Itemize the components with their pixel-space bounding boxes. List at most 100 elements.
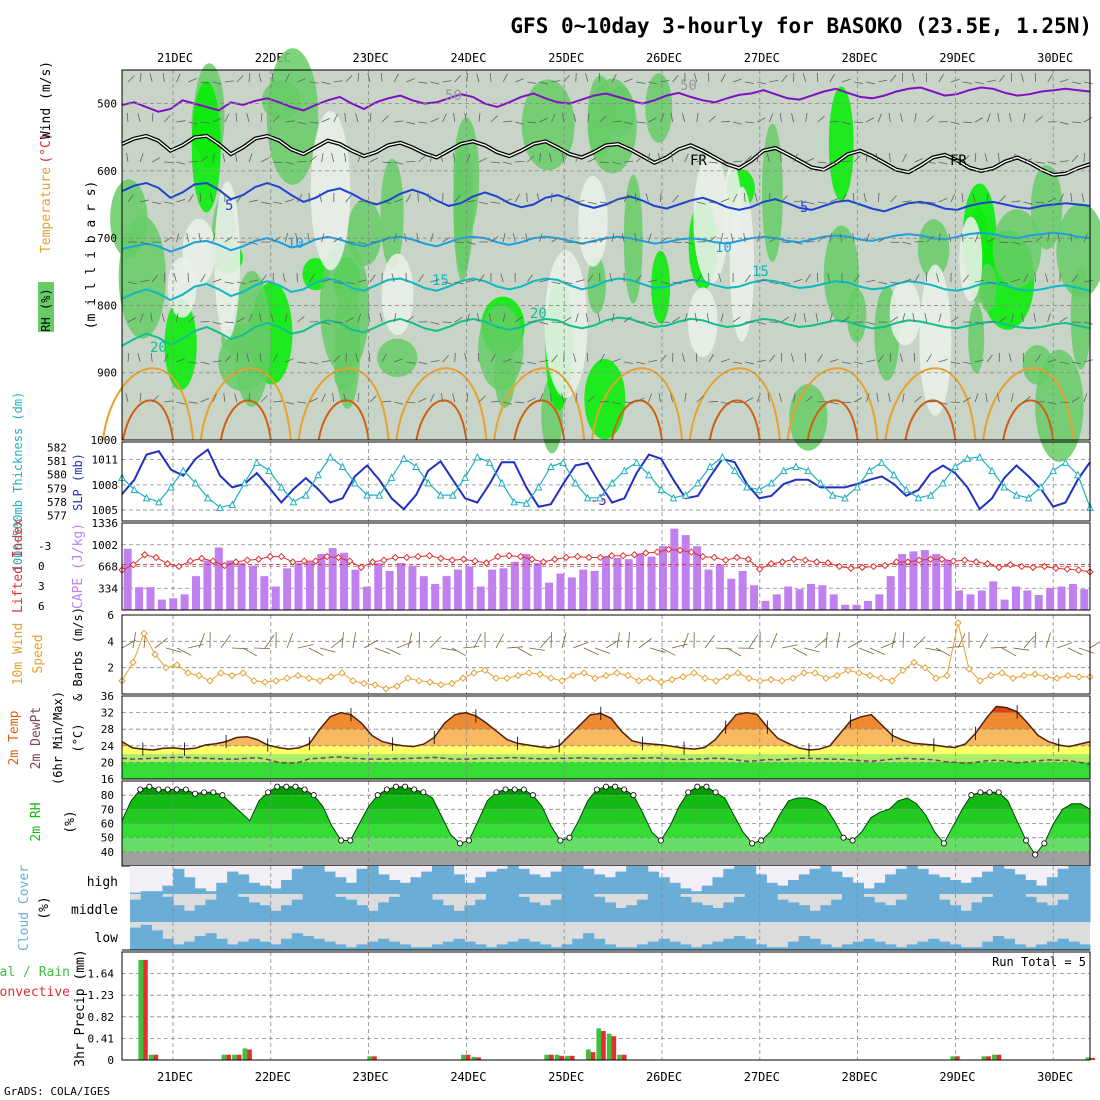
wind-barb <box>430 153 433 163</box>
wind-barb <box>587 395 595 403</box>
li-marker <box>425 551 434 560</box>
thickness-marker <box>828 491 837 499</box>
wind-barb <box>684 313 688 323</box>
wind-barb <box>309 361 319 365</box>
li-marker <box>539 558 548 566</box>
wind-barb <box>357 313 362 323</box>
cape-bar <box>408 565 417 610</box>
cape-bar <box>351 569 360 610</box>
wind10-barb <box>253 647 271 650</box>
wind10-marker <box>976 677 984 685</box>
li-marker <box>141 551 149 559</box>
wind-barb <box>827 273 831 283</box>
cape-bar <box>761 600 770 610</box>
thickness-marker <box>485 458 494 466</box>
wind-barb <box>624 160 634 163</box>
cloud-cell <box>809 910 821 922</box>
rh2m-marker <box>940 840 947 847</box>
wind-barb <box>442 281 452 285</box>
wind10-barb <box>539 635 552 649</box>
cape-bar <box>795 589 804 610</box>
cape-tick: 668 <box>98 561 118 574</box>
wind-barb <box>911 73 915 83</box>
precip-total-bar <box>565 1055 570 1060</box>
cloud-axis-label: Cloud Cover <box>17 865 32 951</box>
wind10-marker <box>525 669 533 677</box>
thickness-marker <box>583 493 592 502</box>
cloud-cell <box>895 899 908 922</box>
wind-barb <box>1020 73 1024 83</box>
wind-barb <box>466 279 476 283</box>
wind-barb <box>660 192 662 203</box>
li-marker <box>630 551 639 559</box>
thickness-slp-panel: 5775785795805815821005100810111000~500mb… <box>11 392 1094 572</box>
wind10m-frame <box>121 614 1091 695</box>
temp2m-axis-label-2: 2m DewPt <box>29 707 44 770</box>
wind-barb <box>478 157 488 163</box>
wind-barb <box>878 237 887 243</box>
wind-barb <box>612 120 622 123</box>
wind-barb <box>284 233 288 243</box>
wind-barb <box>430 279 440 283</box>
cloud-cell <box>777 947 789 950</box>
rh2m-marker <box>219 792 226 799</box>
cloud-cell <box>755 944 767 950</box>
wind-barb <box>430 393 435 403</box>
wind-barb <box>442 236 451 243</box>
wind-barb <box>212 321 222 325</box>
wind-barb <box>369 274 376 283</box>
precip-tick: 0 <box>107 1054 114 1067</box>
rh2m-marker <box>310 792 317 799</box>
wind-barb <box>1047 401 1057 405</box>
wind10-marker <box>921 663 929 672</box>
cape-bar <box>670 528 679 610</box>
wind-barb <box>563 74 570 83</box>
li-marker <box>368 558 377 566</box>
wind-barb <box>282 273 286 283</box>
cloud-cell <box>205 891 217 894</box>
wind-barb <box>974 393 979 403</box>
wind10-marker <box>833 671 841 680</box>
wind-barb <box>1071 361 1081 365</box>
wind-barb <box>418 274 424 283</box>
temp2m-tick: 36 <box>101 690 114 703</box>
wind10-marker <box>195 671 203 680</box>
cape-bar <box>590 570 599 610</box>
cloud-cell <box>550 899 562 922</box>
thickness-marker <box>338 462 347 471</box>
wind-barb <box>391 273 395 283</box>
thickness-marker <box>449 491 457 499</box>
cape-bar <box>305 561 314 610</box>
thickness-marker <box>154 497 163 506</box>
cape-bar <box>1080 589 1089 610</box>
wind10-marker <box>294 671 302 680</box>
wind-barb <box>926 161 936 164</box>
wind-barb <box>793 241 803 245</box>
wind10-marker <box>382 685 390 693</box>
rh2m-marker <box>456 840 463 847</box>
wind-barb <box>333 80 343 83</box>
wind-barb <box>285 120 295 123</box>
cloud-cell <box>798 936 811 950</box>
wind-barb <box>1047 233 1050 243</box>
li-marker <box>938 555 946 563</box>
cloud-cell <box>324 871 336 894</box>
wind-barb <box>866 321 875 325</box>
wind10-barb <box>385 647 401 655</box>
wind-barb <box>198 233 201 243</box>
wind-barb <box>527 397 536 403</box>
rh2m-marker <box>995 789 1002 796</box>
wind-barb <box>636 81 646 84</box>
wind-barb <box>769 281 779 285</box>
wind10-barb <box>660 647 676 656</box>
wind10-barb <box>462 645 479 649</box>
cloud-cell <box>529 874 541 894</box>
wind-barb <box>1023 158 1032 163</box>
wind-barb <box>393 73 399 83</box>
wind10-marker <box>140 629 148 638</box>
wind-barb <box>902 241 912 245</box>
cloud-cell <box>130 927 142 950</box>
wind-barb <box>599 400 609 403</box>
wind10-marker <box>371 681 379 689</box>
wind-barb <box>1083 81 1093 85</box>
